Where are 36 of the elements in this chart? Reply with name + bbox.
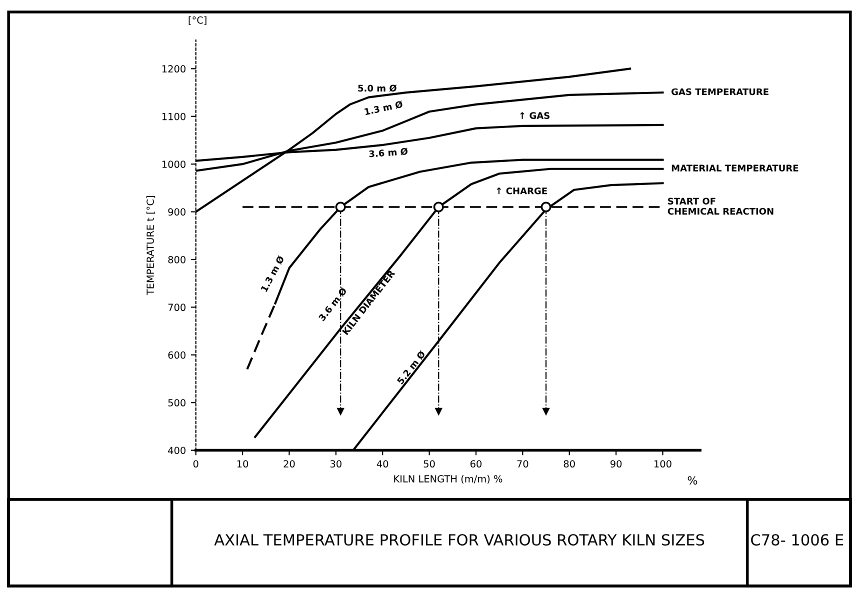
x-tick-label: 90 <box>610 460 622 468</box>
annotation: MATERIAL TEMPERATURE <box>672 164 798 172</box>
text: C78- 1006 E <box>751 534 844 546</box>
y-tick-label: 1100 <box>162 112 186 120</box>
y-tick-label: 900 <box>168 208 186 216</box>
annotation: ↑ GAS <box>520 112 550 119</box>
x-tick-label: 0 <box>193 460 198 468</box>
y-tick-label: 500 <box>168 399 186 406</box>
x-tick-label: 10 <box>237 460 248 468</box>
text: [°C] <box>188 16 206 25</box>
y-tick-label: 700 <box>168 304 186 312</box>
y-axis-title: TEMPERATURE t [°C] <box>146 196 156 296</box>
x-tick-label: 30 <box>330 460 342 468</box>
y-tick-label: 1000 <box>162 160 186 168</box>
x-tick-label: 80 <box>564 460 575 468</box>
annotation: 5.0 m Ø <box>358 84 397 92</box>
x-tick-label: 100 <box>654 460 672 468</box>
annotation: ↑ CHARGE <box>496 187 547 194</box>
x-tick-label: 50 <box>424 460 435 468</box>
annotation: 1.3 m Ø <box>364 100 404 116</box>
annotation: GAS TEMPERATURE <box>672 88 768 96</box>
y-tick-label: 800 <box>168 256 186 264</box>
annotation: 5.2 m Ø <box>396 350 426 385</box>
text: % <box>688 476 698 485</box>
y-tick-label: 600 <box>168 351 186 359</box>
y-tick-label: 400 <box>168 446 186 454</box>
ref-line-label: START OF CHEMICAL REACTION <box>668 198 774 215</box>
y-tick-label: 1200 <box>162 65 186 73</box>
x-tick-label: 40 <box>376 460 388 468</box>
x-tick-label: 60 <box>470 460 482 468</box>
annotation: 3.6 m Ø <box>369 148 408 158</box>
x-tick-label: 70 <box>517 460 528 468</box>
x-axis-title: KILN LENGTH (m/m) % <box>394 474 502 484</box>
annotation: 1.3 m Ø <box>260 255 285 292</box>
x-tick-label: 20 <box>284 460 295 468</box>
text: AXIAL TEMPERATURE PROFILE FOR VARIOUS ROTARY KILN SIZES <box>214 534 704 546</box>
